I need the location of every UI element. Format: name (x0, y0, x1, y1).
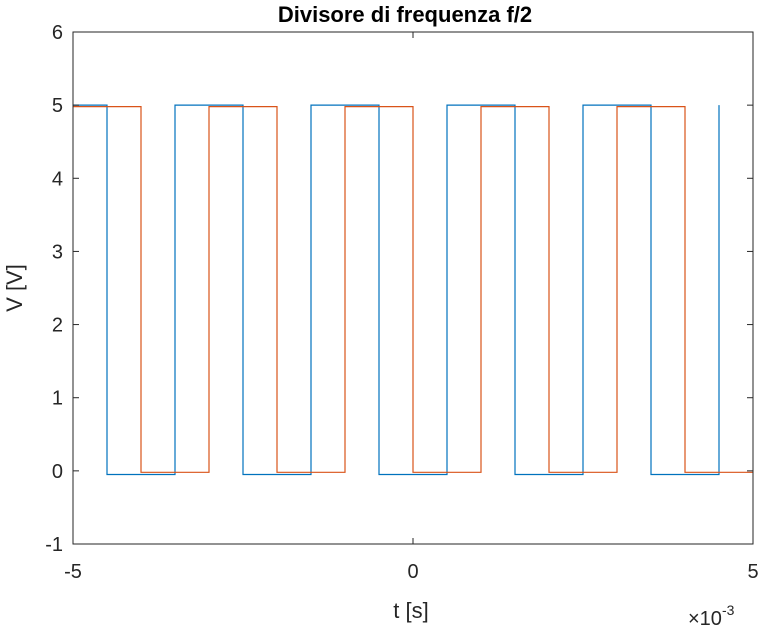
x-tick-label: 5 (747, 561, 758, 583)
y-tick-label: -1 (45, 534, 63, 556)
y-tick-label: 6 (52, 22, 63, 44)
y-tick-label: 5 (52, 95, 63, 117)
y-axis-title: V [V] (2, 264, 27, 312)
x-exponent-power: -3 (722, 602, 735, 618)
chart-title: Divisore di frequenza f/2 (278, 2, 532, 27)
y-tick-label: 0 (52, 461, 63, 483)
series-line-1 (73, 104, 720, 476)
y-tick-label: 1 (52, 388, 63, 410)
y-tick-label: 2 (52, 315, 63, 337)
y-ticks: -1 0 1 2 3 4 5 6 (45, 22, 753, 556)
y-tick-label: 4 (52, 168, 63, 190)
x-exponent-base: ×10 (688, 608, 722, 627)
x-ticks: -5 0 5 (64, 32, 759, 583)
x-tick-label: 0 (407, 561, 418, 583)
x-exponent-label: ×10-3 (688, 602, 735, 627)
series-layer (73, 104, 753, 476)
svg-text:×10-3: ×10-3 (688, 602, 735, 627)
series-line-2 (73, 106, 753, 473)
x-axis-title: t [s] (393, 598, 428, 623)
y-tick-label: 3 (52, 241, 63, 263)
x-tick-label: -5 (64, 561, 82, 583)
